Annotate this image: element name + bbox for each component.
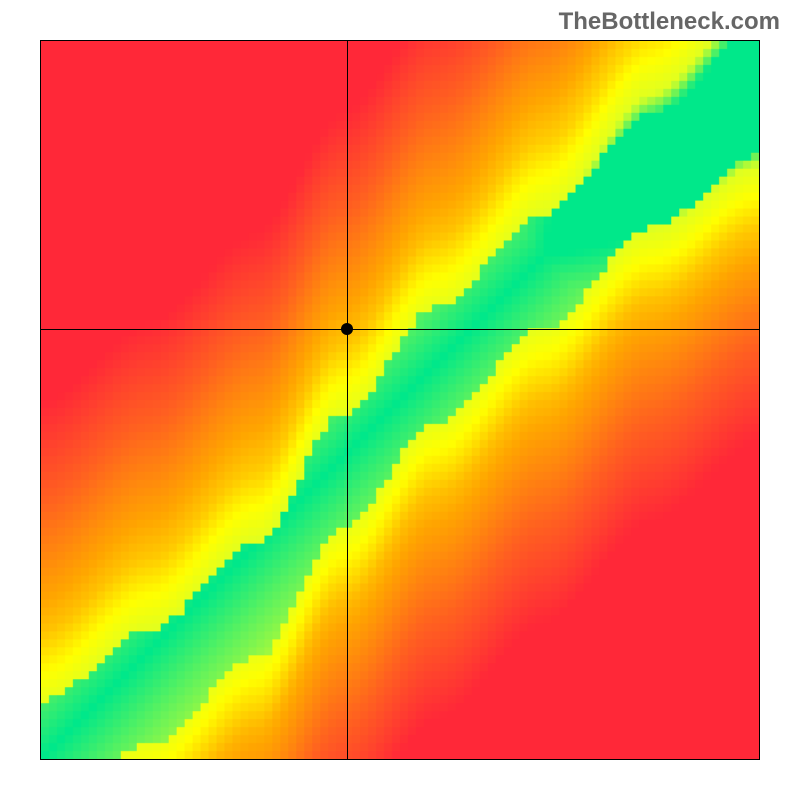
watermark-text: TheBottleneck.com xyxy=(559,8,780,36)
heatmap-chart xyxy=(40,40,760,760)
heatmap-canvas xyxy=(41,41,759,759)
